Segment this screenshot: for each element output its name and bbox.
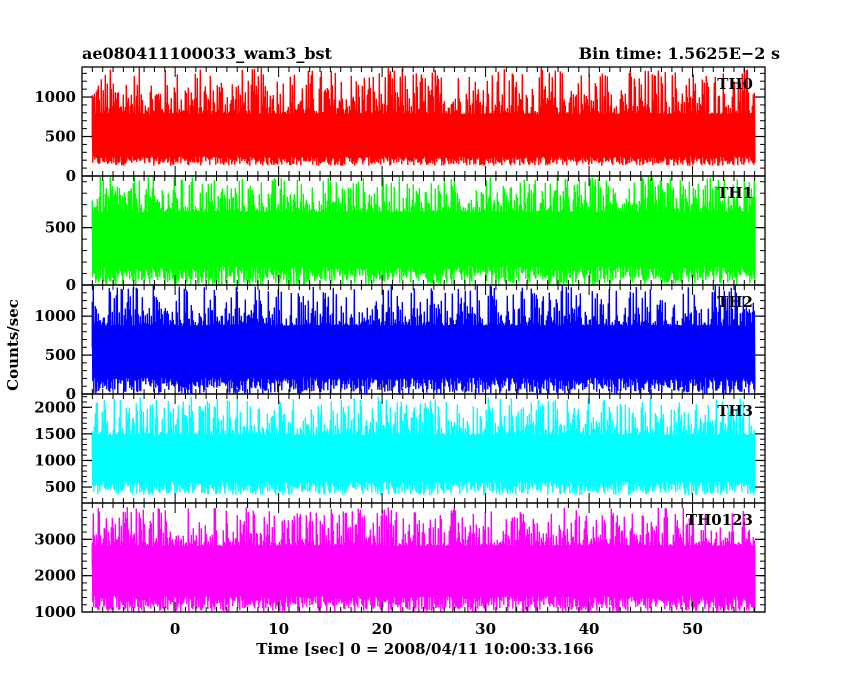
y-tick-label: 1000 — [34, 307, 76, 325]
panel-th0: 0 500 1000 TH0 — [34, 66, 766, 185]
y-tick-label: 0 — [66, 276, 76, 294]
x-tick-label: 20 — [372, 620, 393, 638]
y-tick-label: 1000 — [34, 603, 76, 621]
chart-title-left: ae080411100033_wam3_bst — [82, 44, 333, 63]
series-label-th1: TH1 — [717, 184, 753, 202]
series-trace-th2 — [91, 284, 756, 395]
y-tick-label: 0 — [66, 385, 76, 403]
series-label-th0123: TH0123 — [686, 511, 753, 529]
series-label-th3: TH3 — [717, 402, 753, 420]
y-tick-label: 0 — [66, 167, 76, 185]
y-tick-label: 1000 — [34, 88, 76, 106]
series-trace-th1 — [91, 176, 756, 286]
y-tick-label: 500 — [45, 128, 76, 146]
series-label-th0: TH0 — [717, 75, 753, 93]
panel-th1: 0 500 TH1 — [45, 175, 766, 294]
x-tick-label: 50 — [682, 620, 703, 638]
x-tick-label: 10 — [268, 620, 289, 638]
x-tick-label: 0 — [170, 620, 180, 638]
panels: 0 500 1000 TH0 0 500 TH1 0 500 1000 TH2 500 1000 1500… — [34, 66, 766, 621]
panel-th3: 500 1000 1500 2000 TH3 — [34, 393, 766, 504]
x-tick-label: 30 — [475, 620, 496, 638]
panel-th0123: 1000 2000 3000 TH0123 — [34, 502, 766, 621]
y-tick-label: 500 — [45, 219, 76, 237]
series-trace-th3 — [91, 396, 756, 496]
x-tick-label: 40 — [579, 620, 600, 638]
y-tick-label: 1500 — [34, 425, 76, 443]
panel-th2: 0 500 1000 TH2 — [34, 284, 766, 403]
chart-title-right: Bin time: 1.5625E−2 s — [579, 44, 780, 63]
series-trace-th0 — [91, 67, 756, 166]
y-tick-label: 500 — [45, 478, 76, 496]
y-tick-label: 500 — [45, 346, 76, 364]
x-axis-label: Time [sec] 0 = 2008/04/11 10:00:33.166 — [256, 640, 593, 658]
y-tick-label: 2000 — [34, 567, 76, 585]
y-tick-label: 3000 — [34, 530, 76, 548]
series-label-th2: TH2 — [717, 293, 753, 311]
y-tick-label: 1000 — [34, 451, 76, 469]
series-trace-th0123 — [91, 506, 756, 613]
x-axis: 0 10 20 30 40 50 — [170, 620, 703, 638]
y-axis-label: Counts/sec — [4, 299, 22, 391]
y-tick-label: 2000 — [34, 398, 76, 416]
